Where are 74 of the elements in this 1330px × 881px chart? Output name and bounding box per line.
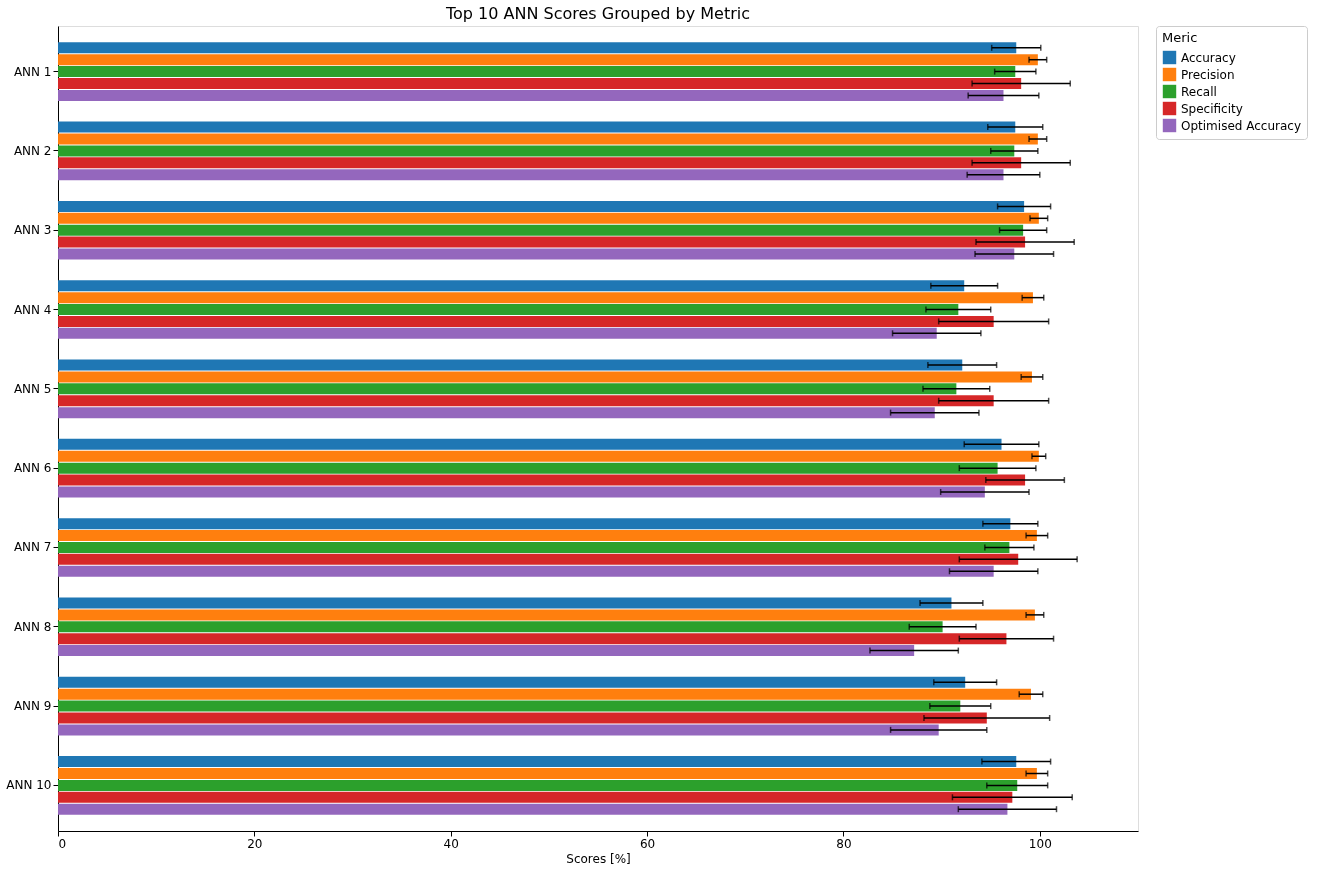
bar (58, 621, 943, 633)
bar (58, 803, 1008, 815)
bar (58, 724, 939, 736)
x-axis-title: Scores [%] (566, 851, 631, 866)
bar (58, 42, 1017, 54)
bar (58, 486, 985, 498)
bar (58, 66, 1016, 78)
y-tick-label: ANN 5 (13, 381, 52, 396)
bar (58, 169, 1004, 181)
y-tick-label: ANN 1 (13, 64, 52, 79)
bar (58, 688, 1031, 700)
x-tick-label: 40 (443, 836, 459, 851)
legend-label: Specificity (1181, 101, 1243, 116)
chart-title: Top 10 ANN Scores Grouped by Metric (445, 3, 750, 23)
legend-title: Meric (1162, 30, 1198, 45)
bar (58, 121, 1016, 133)
bar (58, 450, 1039, 462)
bar (58, 541, 1010, 553)
bar (58, 248, 1015, 260)
bar (58, 224, 1024, 236)
x-tick-label: 80 (836, 836, 852, 851)
bar (58, 145, 1015, 157)
y-tick-label: ANN 6 (13, 461, 52, 476)
x-tick-label: 100 (1028, 836, 1052, 851)
bar (58, 359, 963, 371)
legend-label: Accuracy (1181, 50, 1236, 65)
bar (58, 304, 959, 316)
bar (58, 530, 1037, 542)
bar (58, 779, 1018, 791)
bar (58, 54, 1038, 66)
bar (58, 474, 1026, 486)
y-tick-label: ANN 3 (13, 223, 52, 238)
bar (58, 645, 915, 657)
bar (58, 78, 1022, 89)
bar (58, 371, 1032, 383)
bar (58, 518, 1011, 530)
bar (58, 200, 1025, 212)
bar (58, 133, 1038, 145)
bar (58, 553, 1019, 565)
bar (58, 89, 1004, 101)
x-tick-label: 60 (639, 836, 656, 851)
legend-label: Precision (1181, 67, 1235, 82)
bar (58, 438, 1002, 450)
bar (58, 280, 965, 292)
y-tick-label: ANN 10 (6, 778, 52, 793)
bar (58, 157, 1022, 169)
bar (58, 315, 994, 327)
x-tick-label: 0 (58, 836, 67, 851)
bar (58, 462, 998, 474)
y-tick-label: ANN 7 (13, 540, 52, 555)
x-tick-label: 20 (247, 836, 263, 851)
bar (58, 633, 1007, 645)
bar (58, 236, 1026, 248)
y-tick-label: ANN 9 (13, 699, 52, 714)
bar (58, 609, 1035, 621)
bar (58, 712, 987, 724)
bar (58, 597, 952, 609)
legend-label: Recall (1181, 84, 1217, 99)
bar (58, 327, 937, 339)
y-tick-label: ANN 4 (13, 302, 52, 317)
bar (58, 700, 961, 712)
legend-label: Optimised Accuracy (1181, 118, 1301, 133)
bar (58, 676, 966, 688)
bar (58, 407, 935, 419)
y-tick-label: ANN 2 (13, 143, 52, 158)
bar (58, 292, 1033, 304)
bar (58, 383, 957, 395)
bar (58, 395, 994, 407)
bar (58, 756, 1017, 768)
bar (58, 212, 1039, 224)
bar (58, 565, 994, 577)
bar (58, 768, 1037, 779)
bar (58, 791, 1013, 803)
y-tick-label: ANN 8 (13, 619, 52, 634)
